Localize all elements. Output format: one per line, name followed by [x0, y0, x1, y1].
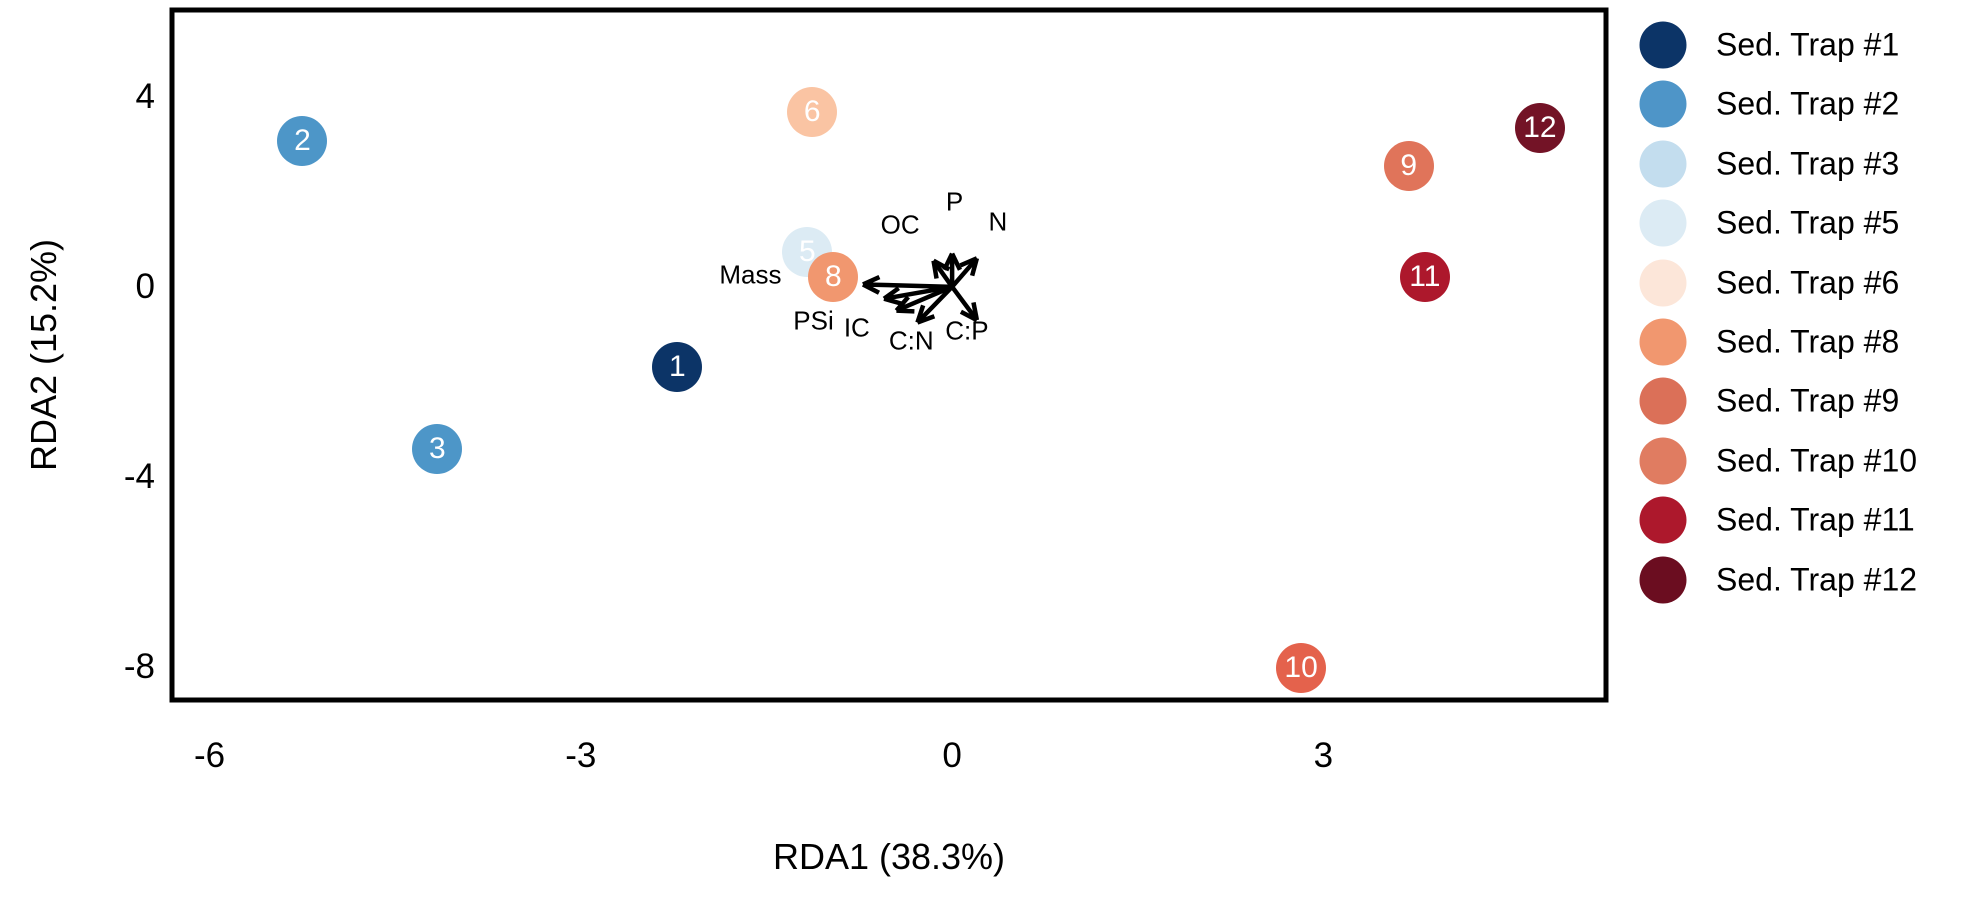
- env-arrowhead-c-p-0: [959, 309, 978, 323]
- legend-label-sed-trap-8: Sed. Trap #8: [1716, 323, 1900, 360]
- legend-label-sed-trap-2: Sed. Trap #2: [1716, 85, 1900, 122]
- env-arrow-ic: [895, 284, 953, 313]
- env-arrow-c-p: [950, 285, 979, 322]
- y-tick-label-4: 4: [135, 76, 155, 116]
- legend-swatch-sed-trap-6: [1639, 259, 1687, 307]
- legend-label-sed-trap-12: Sed. Trap #12: [1716, 561, 1918, 598]
- env-arrowhead-c-n-0: [915, 304, 926, 324]
- data-point-3: 3: [412, 423, 463, 474]
- x-tick-label-3: 3: [1313, 736, 1334, 775]
- legend-label-sed-trap-6: Sed. Trap #6: [1716, 264, 1900, 301]
- legend-label-sed-trap-10: Sed. Trap #10: [1716, 442, 1918, 479]
- data-point-10: 10: [1276, 642, 1327, 693]
- data-point-12: 12: [1514, 102, 1565, 153]
- env-arrowhead-p-1: [942, 252, 955, 271]
- env-arrow-psi: [883, 284, 953, 301]
- legend-label-sed-trap-3: Sed. Trap #3: [1716, 145, 1900, 182]
- legend-swatch-sed-trap-1: [1639, 21, 1687, 69]
- data-point-2: 2: [277, 116, 328, 166]
- legend-label-sed-trap-11: Sed. Trap #11: [1716, 501, 1915, 538]
- env-label-mass: Mass: [719, 259, 782, 290]
- legend-swatch-sed-trap-2: [1639, 80, 1687, 128]
- env-arrowhead-n-0: [969, 257, 980, 277]
- env-label-n: N: [988, 206, 1008, 237]
- y-tick-label-0: 0: [135, 266, 155, 306]
- x-axis-title: RDA1 (38.3%): [772, 836, 1006, 877]
- y-tick-label--4: -4: [123, 456, 155, 496]
- env-label-psi: PSi: [793, 305, 834, 336]
- env-arrowhead-n-1: [959, 256, 978, 268]
- data-point-8: 8: [808, 251, 859, 302]
- env-arrowhead-ic-0: [894, 295, 910, 313]
- data-point-6: 6: [787, 87, 838, 138]
- x-tick-label-0: 0: [942, 736, 962, 775]
- env-arrowhead-psi-1: [883, 296, 902, 306]
- env-arrow-oc: [931, 259, 954, 289]
- data-point-1: 1: [652, 341, 703, 392]
- x-tick-label--3: -3: [565, 736, 597, 775]
- env-arrowhead-c-p-1: [971, 301, 980, 321]
- env-label-ic: IC: [843, 312, 870, 343]
- legend-swatch-sed-trap-10: [1639, 437, 1687, 485]
- env-arrowhead-mass-1: [861, 282, 881, 295]
- legend-swatch-sed-trap-11: [1639, 496, 1687, 544]
- env-arrowhead-oc-1: [931, 260, 939, 279]
- legend-label-sed-trap-9: Sed. Trap #9: [1716, 382, 1900, 419]
- env-arrowhead-c-n-1: [916, 314, 936, 325]
- env-arrow-mass: [862, 282, 953, 290]
- data-point-9: 9: [1383, 140, 1434, 191]
- y-axis-title: RDA2 (15.2%): [23, 238, 64, 472]
- x-tick-label--6: -6: [194, 736, 226, 775]
- y-tick-label--8: -8: [123, 646, 155, 686]
- env-label-c-n: C:N: [888, 325, 934, 356]
- legend-swatch-sed-trap-5: [1639, 199, 1687, 247]
- legend-swatch-sed-trap-12: [1639, 556, 1687, 604]
- plot-panel-border: [169, 7, 1609, 703]
- env-label-p: P: [945, 186, 964, 217]
- legend-label-sed-trap-5: Sed. Trap #5: [1716, 204, 1900, 241]
- env-arrowhead-ic-1: [896, 308, 915, 314]
- legend-swatch-sed-trap-8: [1639, 318, 1687, 366]
- env-label-oc: OC: [880, 209, 920, 240]
- env-arrow-c-n: [915, 285, 954, 325]
- env-arrow-n: [950, 256, 979, 289]
- env-arrowhead-p-0: [950, 252, 962, 271]
- env-arrowhead-mass-0: [862, 275, 881, 287]
- legend-swatch-sed-trap-3: [1639, 140, 1687, 188]
- data-point-11: 11: [1399, 251, 1450, 302]
- legend-label-sed-trap-1: Sed. Trap #1: [1716, 26, 1900, 63]
- env-label-c-p: C:P: [945, 315, 989, 346]
- legend-swatch-sed-trap-9: [1639, 377, 1687, 425]
- env-arrowhead-psi-0: [882, 286, 900, 301]
